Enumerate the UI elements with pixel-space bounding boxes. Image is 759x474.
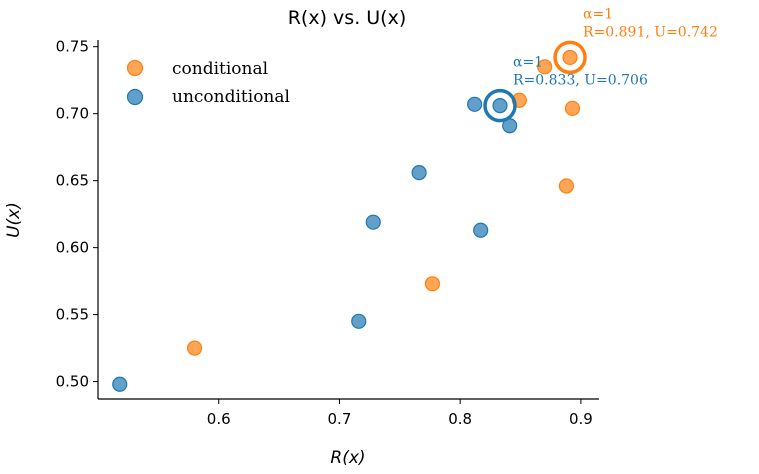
x-tick-label: 0.8 <box>448 410 472 428</box>
axes <box>97 40 599 400</box>
highlight-rings <box>483 40 587 123</box>
point-unconditional <box>112 376 128 392</box>
annotations: α=1 R=0.891, U=0.742 α=1 R=0.833, U=0.706 <box>513 6 718 88</box>
legend-marker-unconditional <box>126 88 144 106</box>
point-unconditional <box>365 214 381 230</box>
point-conditional <box>186 340 203 356</box>
y-tick-label: 0.60 <box>56 239 89 257</box>
ticks: 0.6 0.7 0.8 0.9 0.50 0.55 0.60 0.65 0.70 0.75 <box>56 38 593 428</box>
y-axis-label: U(x) <box>4 202 24 238</box>
data-points <box>112 49 581 392</box>
x-tick-label: 0.9 <box>569 410 593 428</box>
x-tick-label: 0.6 <box>207 410 231 428</box>
point-unconditional <box>473 222 489 238</box>
annotation-alpha-conditional: α=1 <box>583 6 613 22</box>
y-tick-label: 0.70 <box>56 105 89 123</box>
x-axis-label: R(x) <box>330 448 365 468</box>
highlight-ring-unconditional <box>483 88 517 123</box>
point-conditional <box>558 178 575 194</box>
y-tick-label: 0.75 <box>56 38 89 56</box>
legend-label-unconditional: unconditional <box>172 87 290 107</box>
annotation-values-unconditional: R=0.833, U=0.706 <box>513 73 648 89</box>
annotation-values-conditional: R=0.891, U=0.742 <box>583 24 718 40</box>
point-unconditional <box>411 165 427 181</box>
legend-marker-conditional <box>126 59 144 77</box>
legend-label-conditional: conditional <box>172 59 268 79</box>
annotation-alpha-unconditional: α=1 <box>513 55 543 71</box>
legend: conditional unconditional <box>126 59 290 107</box>
y-tick-label: 0.65 <box>56 172 89 190</box>
point-conditional <box>537 59 553 75</box>
point-conditional <box>564 100 581 116</box>
y-tick-label: 0.50 <box>56 373 89 391</box>
point-unconditional <box>351 313 367 329</box>
point-unconditional <box>467 96 483 112</box>
chart-title: R(x) vs. U(x) <box>288 7 407 29</box>
x-tick-label: 0.7 <box>328 410 352 428</box>
point-conditional <box>562 49 578 66</box>
point-conditional <box>424 276 441 292</box>
y-tick-label: 0.55 <box>56 306 89 324</box>
highlight-ring-conditional <box>553 40 587 75</box>
point-unconditional <box>492 98 508 114</box>
